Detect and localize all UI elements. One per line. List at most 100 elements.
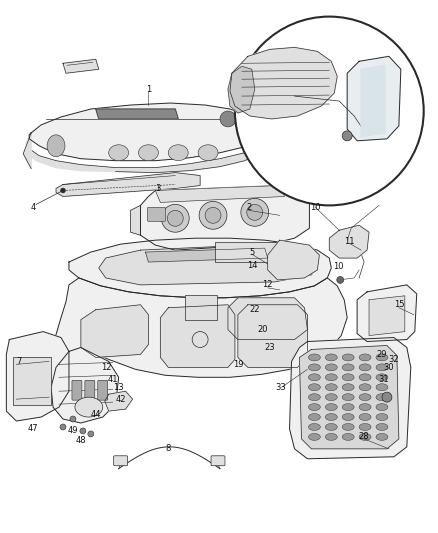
FancyBboxPatch shape (85, 380, 95, 400)
Circle shape (167, 211, 183, 226)
Ellipse shape (359, 414, 371, 421)
Text: 11: 11 (344, 237, 354, 246)
Text: 5: 5 (249, 248, 254, 256)
FancyBboxPatch shape (98, 380, 108, 400)
Circle shape (60, 424, 66, 430)
Ellipse shape (308, 384, 320, 391)
Text: 20: 20 (258, 325, 268, 334)
Ellipse shape (359, 374, 371, 381)
Polygon shape (369, 296, 405, 336)
Ellipse shape (308, 403, 320, 410)
Ellipse shape (308, 394, 320, 401)
Ellipse shape (308, 374, 320, 381)
Circle shape (235, 17, 424, 205)
Polygon shape (99, 244, 318, 285)
Circle shape (70, 416, 76, 422)
Ellipse shape (325, 384, 337, 391)
Ellipse shape (325, 354, 337, 361)
Polygon shape (347, 56, 401, 141)
Polygon shape (81, 305, 148, 358)
Ellipse shape (308, 354, 320, 361)
Ellipse shape (138, 145, 159, 160)
Ellipse shape (325, 374, 337, 381)
Text: 23: 23 (265, 343, 275, 352)
Ellipse shape (342, 433, 354, 440)
Circle shape (342, 131, 352, 141)
Ellipse shape (359, 384, 371, 391)
FancyBboxPatch shape (13, 358, 51, 405)
Ellipse shape (342, 354, 354, 361)
Polygon shape (230, 47, 337, 119)
Text: 22: 22 (250, 305, 260, 314)
Ellipse shape (325, 414, 337, 421)
Ellipse shape (325, 364, 337, 371)
Polygon shape (29, 103, 262, 160)
Circle shape (199, 201, 227, 229)
Ellipse shape (325, 394, 337, 401)
Text: 15: 15 (394, 300, 404, 309)
Polygon shape (361, 65, 385, 137)
Ellipse shape (359, 403, 371, 410)
Ellipse shape (376, 414, 388, 421)
Ellipse shape (376, 384, 388, 391)
Polygon shape (300, 345, 399, 449)
Ellipse shape (359, 354, 371, 361)
Polygon shape (160, 305, 235, 367)
Text: 32: 32 (389, 355, 399, 364)
Polygon shape (357, 285, 417, 342)
Ellipse shape (325, 403, 337, 410)
Polygon shape (290, 337, 411, 459)
Polygon shape (105, 391, 133, 411)
Text: 12: 12 (262, 280, 273, 289)
Ellipse shape (359, 433, 371, 440)
Text: 13: 13 (113, 383, 124, 392)
Circle shape (80, 428, 86, 434)
Ellipse shape (376, 424, 388, 431)
Text: 1: 1 (146, 85, 151, 94)
Ellipse shape (308, 424, 320, 431)
Polygon shape (228, 298, 307, 340)
Ellipse shape (359, 394, 371, 401)
Circle shape (241, 198, 268, 226)
Polygon shape (51, 348, 119, 423)
FancyBboxPatch shape (148, 207, 165, 221)
Polygon shape (7, 332, 69, 421)
Text: 10: 10 (333, 262, 343, 271)
Text: 4: 4 (31, 203, 36, 212)
Polygon shape (23, 133, 31, 168)
Polygon shape (228, 66, 255, 113)
Circle shape (382, 392, 392, 402)
Text: 31: 31 (378, 375, 389, 384)
Polygon shape (26, 133, 262, 173)
Ellipse shape (75, 397, 103, 417)
Ellipse shape (359, 424, 371, 431)
Ellipse shape (47, 135, 65, 157)
Ellipse shape (342, 403, 354, 410)
Polygon shape (63, 59, 99, 73)
Polygon shape (131, 205, 141, 235)
Text: 42: 42 (115, 394, 126, 403)
Ellipse shape (376, 394, 388, 401)
Polygon shape (145, 248, 268, 262)
Circle shape (247, 204, 263, 220)
Text: 41: 41 (107, 375, 118, 384)
Text: 3: 3 (155, 184, 161, 193)
Text: 7: 7 (17, 357, 22, 366)
Circle shape (220, 111, 236, 127)
Ellipse shape (376, 403, 388, 410)
Polygon shape (56, 173, 200, 197)
Text: 49: 49 (68, 426, 78, 435)
Text: 47: 47 (28, 424, 39, 433)
Text: 14: 14 (247, 261, 258, 270)
Ellipse shape (376, 354, 388, 361)
Text: 33: 33 (275, 383, 286, 392)
Polygon shape (329, 225, 369, 258)
Ellipse shape (376, 433, 388, 440)
Text: 2: 2 (246, 203, 251, 212)
FancyBboxPatch shape (114, 456, 127, 466)
Circle shape (205, 207, 221, 223)
Circle shape (88, 431, 94, 437)
Ellipse shape (198, 145, 218, 160)
Polygon shape (69, 238, 331, 298)
Polygon shape (96, 109, 178, 119)
